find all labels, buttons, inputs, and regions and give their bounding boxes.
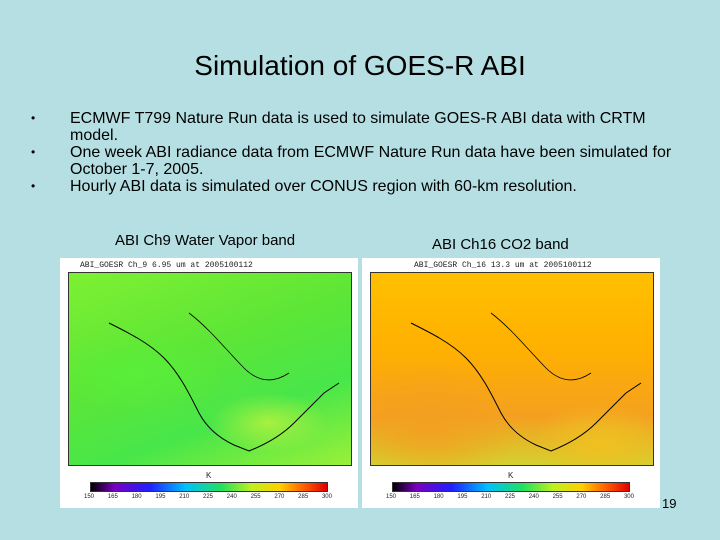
tick-label: 255 (250, 494, 261, 500)
colorbar-unit: K (206, 471, 212, 480)
bullet-text: One week ABI radiance data from ECMWF Na… (70, 144, 672, 178)
slide-title: Simulation of GOES-R ABI (194, 50, 526, 81)
bullet-text: ECMWF T799 Nature Run data is used to si… (70, 110, 646, 144)
coastline-outline (410, 312, 642, 452)
bullet-item: • Hourly ABI data is simulated over CONU… (28, 178, 688, 195)
map-image-water-vapor (68, 272, 352, 466)
tick-label: 300 (321, 494, 332, 500)
tick-label: 165 (107, 494, 118, 500)
figure-caption-ch9: ABI Ch9 Water Vapor band (115, 232, 296, 249)
figure-panel-ch16: ABI_GOESR Ch_16 13.3 um at 2005100112 K … (362, 258, 660, 508)
colorbar-ticks: 150 165 180 195 210 225 240 255 270 285 … (84, 494, 332, 500)
tick-label: 225 (202, 494, 213, 500)
tick-label: 195 (155, 494, 166, 500)
bullet-text: Hourly ABI data is simulated over CONUS … (70, 178, 577, 195)
tick-label: 180 (131, 494, 142, 500)
bullet-icon: • (31, 145, 36, 159)
tick-label: 150 (386, 494, 397, 500)
tick-label: 180 (433, 494, 444, 500)
bullet-item: • ECMWF T799 Nature Run data is used to … (28, 110, 688, 144)
coastline-outline (108, 312, 340, 452)
plot-title: ABI_GOESR Ch_9 6.95 um at 2005100112 (80, 261, 253, 270)
tick-label: 195 (457, 494, 468, 500)
bullet-list: • ECMWF T799 Nature Run data is used to … (28, 110, 688, 195)
colorbar-unit: K (508, 471, 514, 480)
tick-label: 270 (274, 494, 285, 500)
map-image-co2 (370, 272, 654, 466)
bullet-item: • One week ABI radiance data from ECMWF … (28, 144, 688, 178)
tick-label: 225 (504, 494, 515, 500)
tick-label: 150 (84, 494, 95, 500)
colorbar (90, 482, 328, 492)
tick-label: 210 (179, 494, 190, 500)
page-number: 19 (662, 496, 677, 511)
figure-caption-ch16: ABI Ch16 CO2 band (432, 236, 569, 253)
bullet-icon: • (31, 179, 36, 193)
tick-label: 240 (528, 494, 539, 500)
tick-label: 270 (576, 494, 587, 500)
tick-label: 285 (600, 494, 611, 500)
figure-panel-ch9: ABI_GOESR Ch_9 6.95 um at 2005100112 K 1… (60, 258, 358, 508)
plot-title: ABI_GOESR Ch_16 13.3 um at 2005100112 (414, 261, 592, 270)
colorbar (392, 482, 630, 492)
tick-label: 285 (298, 494, 309, 500)
tick-label: 165 (409, 494, 420, 500)
colorbar-ticks: 150 165 180 195 210 225 240 255 270 285 … (386, 494, 634, 500)
tick-label: 300 (623, 494, 634, 500)
tick-label: 240 (226, 494, 237, 500)
bullet-icon: • (31, 111, 36, 125)
tick-label: 255 (552, 494, 563, 500)
tick-label: 210 (481, 494, 492, 500)
